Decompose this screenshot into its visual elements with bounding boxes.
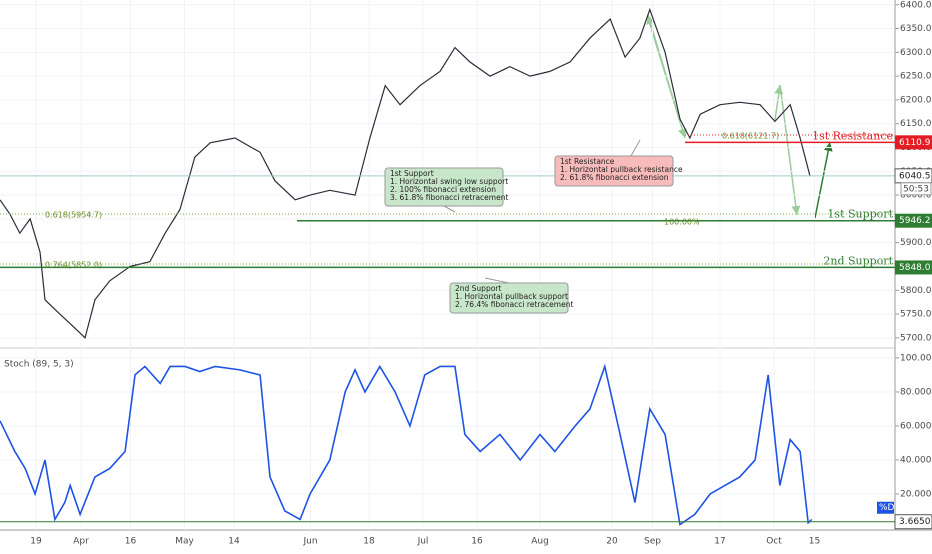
- y-tick-label: 5800.0: [900, 286, 932, 296]
- annotation-text: 2. 61.8% fibonacci extension: [560, 173, 669, 182]
- y-tick-label: 5750.0: [900, 310, 932, 320]
- x-tick-label: Sep: [644, 537, 661, 547]
- level-name: 1st Support: [827, 208, 893, 221]
- fib-label: 0.764(5852.0): [45, 261, 102, 270]
- y-tick-label: 20.0000: [900, 489, 932, 499]
- annotation-text: 1st Resistance: [560, 157, 615, 166]
- x-tick-label: 15: [809, 537, 820, 547]
- y-tick-label: 100.0000: [900, 353, 932, 363]
- x-tick-label: Jul: [417, 537, 429, 547]
- last-value-label: 6040.5: [899, 171, 931, 181]
- indicator-title: Stoch (89, 5, 3): [4, 360, 74, 370]
- annotation-box: [554, 155, 674, 187]
- level-box: [895, 260, 932, 275]
- countdown: 50:53: [903, 184, 929, 194]
- y-tick-label: 6150.0: [900, 119, 932, 129]
- callout-line: [443, 205, 456, 213]
- y-tick-label: 6250.0: [900, 72, 932, 82]
- annotation-text: 2. 76.4% fibonacci retracement: [455, 300, 573, 309]
- x-tick-label: Jun: [302, 537, 317, 547]
- y-tick-label: 6400.0: [900, 0, 932, 10]
- data-line: [0, 363, 813, 526]
- level-name: 2nd Support: [823, 254, 893, 267]
- fib-label: 0.618(6121.7): [722, 132, 779, 141]
- legend-label: %D: [879, 503, 895, 513]
- arrow: [814, 141, 833, 219]
- y-tick-label: 40.0000: [900, 455, 932, 465]
- y-tick-label: 6350.0: [900, 24, 932, 34]
- annotation-box: [384, 167, 504, 207]
- y-tick-label: 6300.0: [900, 48, 932, 58]
- level-label: 5848.0: [899, 263, 931, 273]
- x-tick-label: Oct: [766, 537, 782, 547]
- last-value-box: [894, 514, 932, 530]
- annotation-text: 2. 100% fibonacci extension: [390, 185, 496, 194]
- annotation-text: 1. Horizontal swing low support: [390, 177, 508, 186]
- countdown-box: [900, 182, 932, 196]
- level-label: 5946.2: [899, 216, 931, 226]
- level-name: 1st Resistance: [812, 129, 893, 142]
- callout-line: [484, 277, 510, 284]
- level-box: [895, 135, 932, 150]
- last-value-label: 3.6650: [899, 517, 931, 527]
- data-line: [0, 7, 811, 340]
- y-tick-label: 6000.0: [900, 191, 932, 201]
- level-label: 6110.9: [899, 138, 931, 148]
- arrow: [779, 84, 801, 216]
- y-tick-label: 80.0000: [900, 387, 932, 397]
- annotation-text: 2nd Support: [455, 284, 501, 293]
- x-tick-label: 14: [228, 537, 240, 547]
- annotation-text: 1st Support: [390, 169, 434, 178]
- x-tick-label: 16: [125, 537, 137, 547]
- fib-label: 0.618(5954.7): [45, 211, 102, 220]
- x-tick-label: 20: [606, 537, 618, 547]
- x-tick-label: 18: [363, 537, 375, 547]
- x-tick-label: 17: [714, 537, 725, 547]
- x-tick-label: 19: [30, 537, 42, 547]
- annotation-box: [449, 282, 569, 314]
- y-tick-label: 60.0000: [900, 421, 932, 431]
- x-tick-label: May: [175, 537, 194, 547]
- arrow: [774, 84, 784, 121]
- x-tick-label: 16: [471, 537, 483, 547]
- legend-box: [877, 501, 894, 514]
- fib-label: 100.00%: [664, 218, 700, 227]
- x-tick-label: Apr: [73, 537, 89, 547]
- x-tick-label: Aug: [531, 537, 549, 547]
- level-box: [895, 213, 932, 228]
- y-tick-label: 6200.0: [900, 95, 932, 105]
- annotation-text: 1. Horizontal pullback resistance: [560, 165, 683, 174]
- annotation-text: 3. 61.8% fibonacci retracement: [390, 193, 508, 202]
- y-tick-label: 5700.0: [900, 333, 932, 343]
- y-tick-label: 5900.0: [900, 238, 932, 248]
- annotation-text: 1. Horizontal pullback support: [455, 292, 568, 301]
